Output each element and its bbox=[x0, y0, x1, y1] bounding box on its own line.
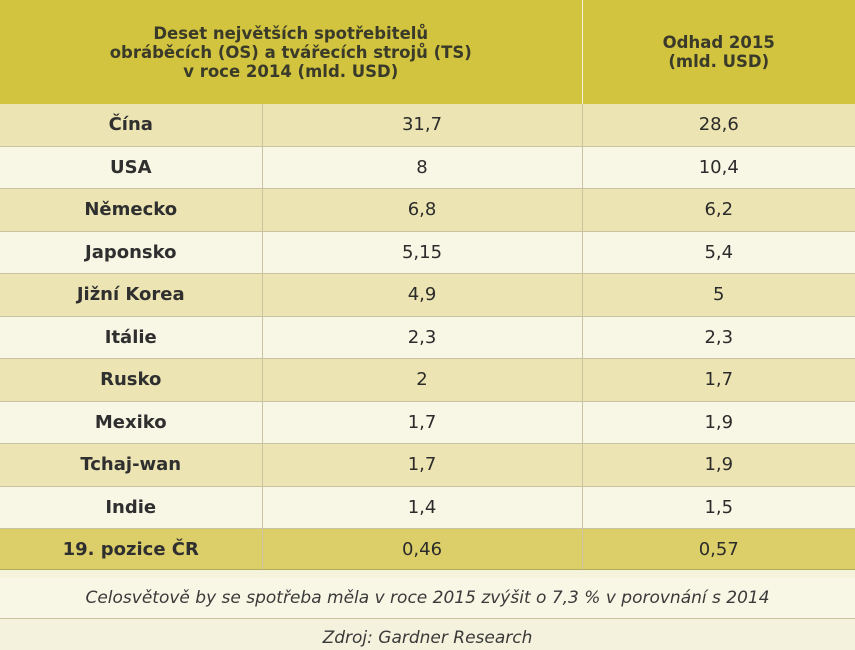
value-2014-cell: 1,7 bbox=[262, 443, 583, 487]
value-2015-cell: 1,7 bbox=[582, 358, 855, 402]
value-2014-cell: 2 bbox=[262, 358, 583, 402]
table-row: Mexiko 1,7 1,9 bbox=[0, 401, 855, 444]
value-2015-cell: 0,57 bbox=[582, 528, 855, 570]
table-row: Tchaj-wan 1,7 1,9 bbox=[0, 443, 855, 487]
country-cell: Německo bbox=[0, 188, 263, 232]
table-row: Itálie 2,3 2,3 bbox=[0, 316, 855, 359]
estimate-header: Odhad 2015 (mld. USD) bbox=[582, 0, 855, 104]
value-2014-cell: 31,7 bbox=[262, 104, 583, 147]
value-2014-cell: 2,3 bbox=[262, 316, 583, 359]
table-title-header: Deset největších spotřebitelů obráběcích… bbox=[0, 0, 583, 104]
value-2015-cell: 6,2 bbox=[582, 188, 855, 232]
country-cell: USA bbox=[0, 146, 263, 189]
value-2014-cell: 1,4 bbox=[262, 486, 583, 529]
value-2014-cell: 0,46 bbox=[262, 528, 583, 570]
value-2015-cell: 5,4 bbox=[582, 231, 855, 274]
table-header-row: Deset největších spotřebitelů obráběcích… bbox=[0, 0, 855, 104]
value-2015-cell: 28,6 bbox=[582, 104, 855, 147]
estimate-line-1: Odhad 2015 bbox=[662, 33, 775, 52]
country-cell: Japonsko bbox=[0, 231, 263, 274]
value-2014-cell: 6,8 bbox=[262, 188, 583, 232]
value-2015-cell: 5 bbox=[582, 273, 855, 317]
table-row: Japonsko 5,15 5,4 bbox=[0, 231, 855, 274]
value-2014-cell: 1,7 bbox=[262, 401, 583, 444]
country-cell: 19. pozice ČR bbox=[0, 528, 263, 570]
value-2014-cell: 4,9 bbox=[262, 273, 583, 317]
table-row: Jižní Korea 4,9 5 bbox=[0, 273, 855, 317]
value-2015-cell: 2,3 bbox=[582, 316, 855, 359]
country-cell: Čína bbox=[0, 104, 263, 147]
czech-republic-row: 19. pozice ČR 0,46 0,57 bbox=[0, 528, 855, 570]
consumers-table: Deset největších spotřebitelů obráběcích… bbox=[0, 0, 855, 570]
table-row: USA 8 10,4 bbox=[0, 146, 855, 189]
country-cell: Indie bbox=[0, 486, 263, 529]
footnote: Celosvětově by se spotřeba měla v roce 2… bbox=[0, 578, 855, 619]
table-row: Čína 31,7 28,6 bbox=[0, 104, 855, 147]
source-note: Zdroj: Gardner Research bbox=[0, 619, 855, 650]
country-cell: Jižní Korea bbox=[0, 273, 263, 317]
title-line-3: v roce 2014 (mld. USD) bbox=[183, 61, 399, 81]
title-line-2: obráběcích (OS) a tvářecích strojů (TS) bbox=[109, 42, 472, 62]
value-2014-cell: 8 bbox=[262, 146, 583, 189]
value-2015-cell: 1,5 bbox=[582, 486, 855, 529]
country-cell: Mexiko bbox=[0, 401, 263, 444]
estimate-line-2: (mld. USD) bbox=[668, 52, 770, 71]
country-cell: Tchaj-wan bbox=[0, 443, 263, 487]
table-row: Německo 6,8 6,2 bbox=[0, 188, 855, 232]
country-cell: Itálie bbox=[0, 316, 263, 359]
title-line-1: Deset největších spotřebitelů bbox=[153, 23, 429, 43]
value-2014-cell: 5,15 bbox=[262, 231, 583, 274]
table-row: Rusko 2 1,7 bbox=[0, 358, 855, 402]
value-2015-cell: 1,9 bbox=[582, 443, 855, 487]
country-cell: Rusko bbox=[0, 358, 263, 402]
value-2015-cell: 10,4 bbox=[582, 146, 855, 189]
table-row: Indie 1,4 1,5 bbox=[0, 486, 855, 529]
value-2015-cell: 1,9 bbox=[582, 401, 855, 444]
